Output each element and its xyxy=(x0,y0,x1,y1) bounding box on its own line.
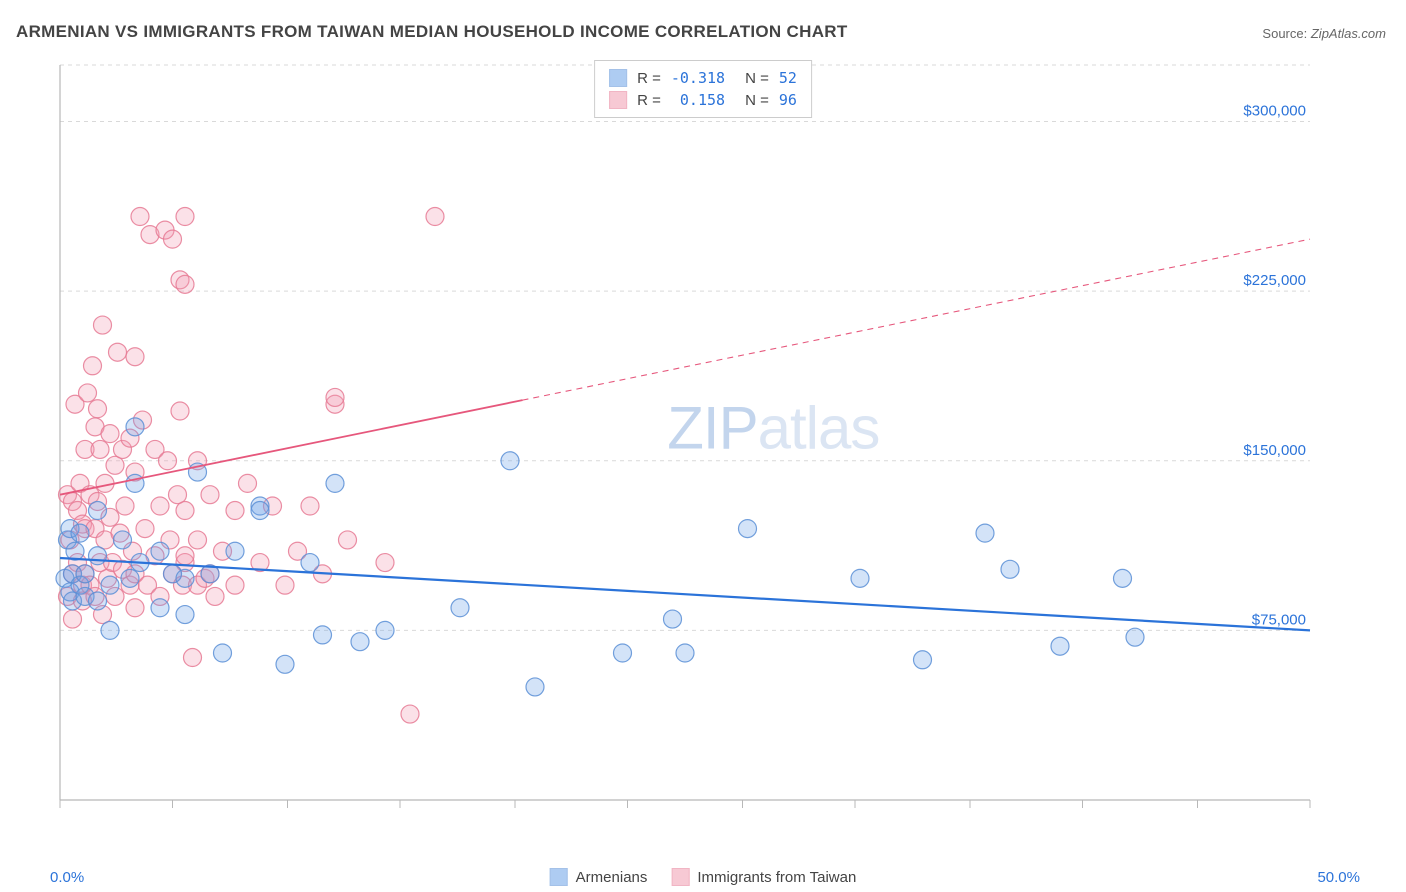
legend-r-value-taiwan: 0.158 xyxy=(671,91,725,109)
x-axis-max-label: 50.0% xyxy=(1317,869,1360,886)
legend-r-value-armenians: -0.318 xyxy=(671,69,725,87)
legend-item-taiwan: Immigrants from Taiwan xyxy=(671,868,856,886)
svg-text:$75,000: $75,000 xyxy=(1252,611,1306,628)
legend-series: Armenians Immigrants from Taiwan xyxy=(550,868,857,886)
legend-n-label: N = xyxy=(745,92,769,109)
legend-swatch-armenians xyxy=(609,69,627,87)
legend-item-armenians: Armenians xyxy=(550,868,648,886)
chart-svg: $75,000 $150,000 $225,000 $300,000 xyxy=(50,55,1360,825)
source-value: ZipAtlas.com xyxy=(1311,26,1386,41)
legend-row-armenians: R = -0.318 N = 52 xyxy=(609,67,797,89)
legend-correlation: R = -0.318 N = 52 R = 0.158 N = 96 xyxy=(594,60,812,118)
legend-n-value-taiwan: 96 xyxy=(779,91,797,109)
source-attribution: Source: ZipAtlas.com xyxy=(1262,26,1386,41)
source-label: Source: xyxy=(1262,26,1307,41)
legend-swatch-taiwan xyxy=(609,91,627,109)
legend-label: Immigrants from Taiwan xyxy=(697,869,856,886)
legend-r-label: R = xyxy=(637,70,661,87)
legend-swatch xyxy=(671,868,689,886)
legend-n-value-armenians: 52 xyxy=(779,69,797,87)
svg-text:$225,000: $225,000 xyxy=(1243,272,1306,289)
plot-area: $75,000 $150,000 $225,000 $300,000 xyxy=(50,55,1360,825)
legend-swatch xyxy=(550,868,568,886)
chart-title: ARMENIAN VS IMMIGRANTS FROM TAIWAN MEDIA… xyxy=(16,22,848,42)
legend-label: Armenians xyxy=(576,869,648,886)
x-axis-min-label: 0.0% xyxy=(50,869,84,886)
svg-text:$300,000: $300,000 xyxy=(1243,103,1306,120)
legend-r-label: R = xyxy=(637,92,661,109)
legend-row-taiwan: R = 0.158 N = 96 xyxy=(609,89,797,111)
legend-n-label: N = xyxy=(745,70,769,87)
svg-text:$150,000: $150,000 xyxy=(1243,442,1306,459)
